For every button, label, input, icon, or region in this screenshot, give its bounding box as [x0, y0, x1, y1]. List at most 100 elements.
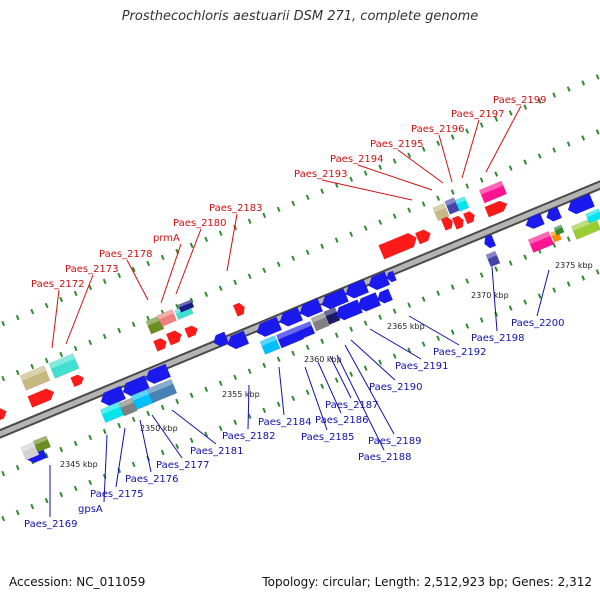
scale-dot — [102, 278, 107, 285]
scale-dot — [537, 153, 542, 159]
scale-dot — [30, 308, 35, 315]
scale-dot — [117, 272, 122, 279]
scale-dot — [218, 380, 223, 387]
scale-dot — [363, 225, 368, 231]
scale-dot — [566, 281, 571, 287]
scale-dot — [146, 315, 151, 322]
gene-label: Paes_2195 — [370, 139, 424, 150]
gene-feature — [484, 200, 508, 218]
scale-dot — [479, 317, 484, 323]
gene-feature — [20, 441, 40, 461]
gene-feature — [454, 196, 470, 212]
scale-dot — [204, 291, 209, 298]
gene-label: Paes_2193 — [294, 169, 348, 180]
scale-dot — [102, 333, 107, 340]
scale-dot — [291, 255, 296, 261]
scale-dot — [175, 303, 180, 310]
gene-feature — [48, 353, 80, 379]
leader-line — [408, 315, 460, 346]
scale-dot — [305, 344, 310, 350]
gene-feature — [256, 316, 283, 338]
leader-line — [336, 354, 385, 451]
gene-feature — [213, 331, 230, 347]
gene-label: Paes_2184 — [258, 417, 312, 428]
label-leader-lines — [49, 105, 550, 517]
scale-dot — [494, 171, 499, 177]
tick-label: 2345 kbp — [60, 460, 98, 469]
scale-dot — [189, 392, 194, 399]
scale-dot — [537, 98, 542, 104]
scale-dot — [15, 369, 20, 376]
gene-feature — [323, 306, 341, 326]
scale-dot — [436, 140, 441, 146]
inner-dot-line — [1, 224, 600, 477]
scale-dot — [102, 428, 107, 435]
leader-line — [126, 259, 149, 301]
gene-feature — [232, 302, 245, 317]
gene-feature — [227, 330, 250, 350]
scale-dot — [508, 165, 513, 171]
scale-dot — [595, 269, 600, 275]
leader-line — [344, 344, 395, 435]
gene-label: Paes_2182 — [222, 431, 276, 442]
scale-dot — [436, 195, 441, 201]
gene-feature — [478, 180, 508, 204]
leader-line — [278, 366, 285, 416]
gene-feature — [259, 335, 281, 355]
gene-label: Paes_2189 — [368, 436, 422, 447]
leader-line — [321, 179, 413, 201]
leader-line — [438, 134, 453, 183]
scale-dot — [88, 284, 93, 291]
scale-dot — [523, 104, 528, 110]
leader-line — [369, 328, 422, 360]
scale-dot — [566, 141, 571, 147]
scale-dot — [262, 362, 267, 369]
gene-feature — [484, 234, 497, 249]
scale-dot — [1, 320, 6, 327]
gene-feature — [153, 337, 167, 352]
scale-dot — [378, 219, 383, 225]
scale-dot — [552, 147, 557, 153]
gene-label: Paes_2178 — [99, 249, 153, 260]
gene-feature — [432, 202, 450, 222]
gene-label: Paes_2175 — [90, 489, 144, 500]
scale-dot — [450, 189, 455, 195]
scale-dot — [73, 485, 78, 492]
scale-dot — [450, 134, 455, 140]
gene-feature — [335, 299, 364, 321]
leader-line — [329, 355, 352, 399]
outer-dot-line-2 — [1, 74, 600, 327]
gene-feature — [299, 297, 324, 318]
gene-label: Paes_2188 — [358, 452, 412, 463]
gene-feature — [357, 291, 382, 312]
tick-label: 2375 kbp — [555, 261, 593, 270]
scale-dot — [291, 200, 296, 206]
scale-dot — [566, 86, 571, 92]
gene-feature — [345, 278, 370, 299]
gene-feature — [310, 312, 330, 332]
scale-dot — [44, 497, 49, 504]
scale-dot — [320, 188, 325, 194]
scale-dot — [276, 401, 281, 407]
gene-label: Paes_2176 — [125, 474, 179, 485]
scale-dot — [204, 431, 209, 438]
scale-dot — [421, 341, 426, 347]
scale-dot — [30, 363, 35, 370]
scale-dot — [436, 335, 441, 341]
leader-line — [115, 427, 126, 488]
scale-dot — [247, 368, 252, 375]
scale-dot — [204, 386, 209, 393]
scale-dot — [247, 218, 252, 225]
scale-dot — [218, 425, 223, 432]
scale-dot — [552, 92, 557, 98]
gene-label: Paes_2197 — [451, 109, 505, 120]
scale-dot — [262, 212, 267, 219]
scale-dot — [494, 116, 499, 122]
gene-label: Paes_2199 — [493, 95, 547, 106]
scale-dot — [131, 461, 136, 468]
scale-dot — [334, 182, 339, 188]
scale-dot — [1, 470, 6, 477]
scale-dot — [508, 110, 513, 116]
scale-dot — [146, 260, 151, 267]
